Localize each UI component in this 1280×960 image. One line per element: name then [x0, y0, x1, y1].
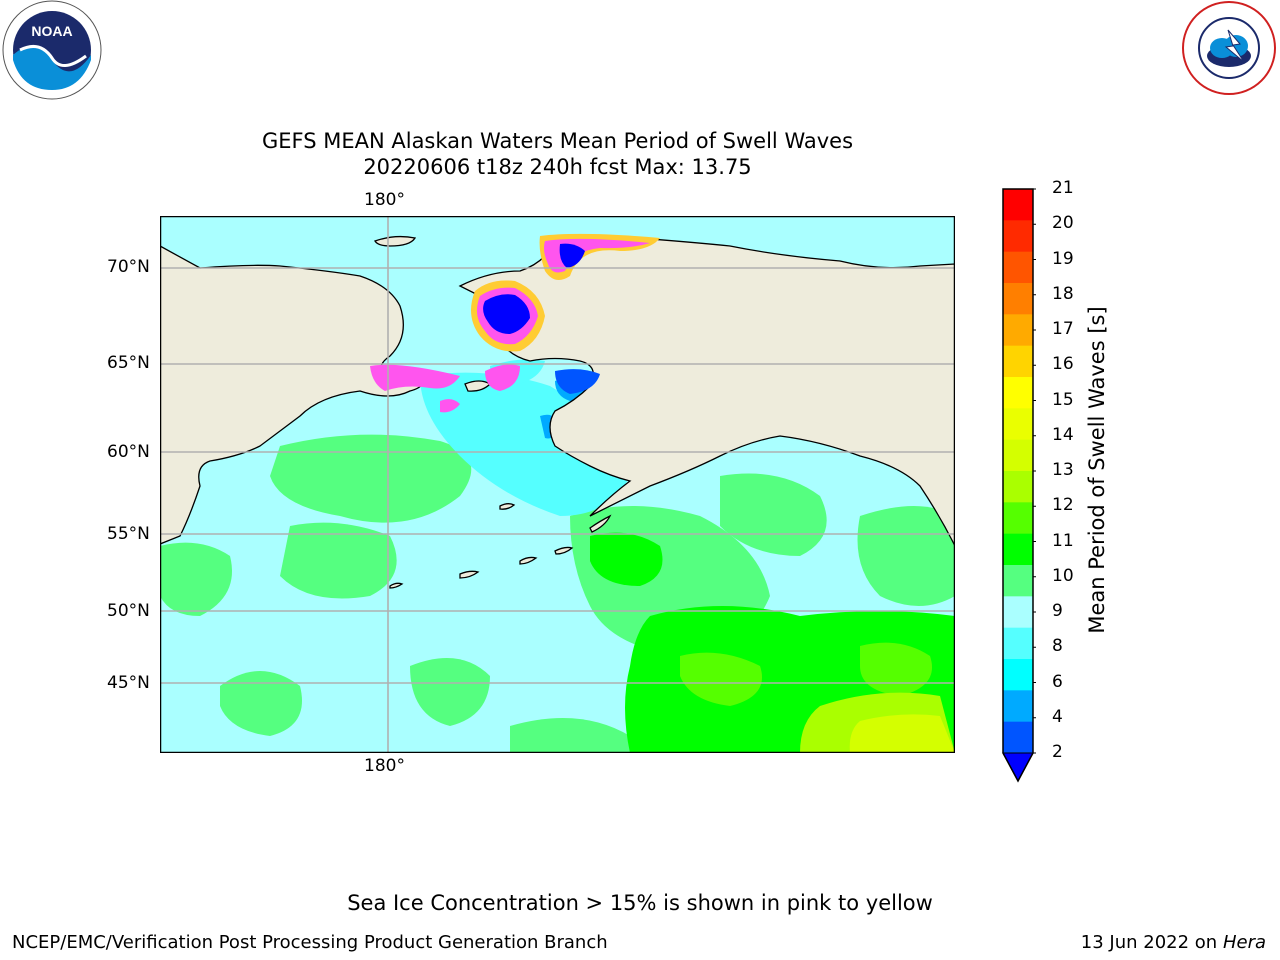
colorbar-segment — [1003, 471, 1033, 503]
lat-label-60: 60°N — [107, 442, 150, 462]
colorbar-tick-label: 4 — [1052, 706, 1063, 727]
colorbar-segment — [1003, 251, 1033, 284]
map-svg — [159, 215, 956, 754]
colorbar-segment — [1003, 627, 1033, 660]
colorbar-tick-label: 9 — [1052, 601, 1063, 621]
colorbar-segment — [1003, 565, 1033, 597]
colorbar-segment — [1003, 283, 1033, 315]
colorbar-tick-label: 14 — [1052, 424, 1074, 445]
footer-date-text: 13 Jun 2022 on — [1080, 932, 1218, 953]
lat-label-65: 65°N — [107, 353, 150, 373]
nws-logo — [1178, 0, 1280, 100]
sea-ice-note: Sea Ice Concentration > 15% is shown in … — [347, 891, 933, 915]
footer-credit: NCEP/EMC/Verification Post Processing Pr… — [12, 932, 608, 953]
colorbar-tick-label: 13 — [1052, 460, 1074, 480]
colorbar-tick-label: 10 — [1052, 565, 1074, 586]
map-panel — [159, 215, 956, 754]
sea-ice — [370, 233, 660, 413]
colorbar-segment — [1003, 439, 1033, 472]
map-frame — [159, 215, 956, 754]
lon-label-bottom: 180° — [364, 756, 405, 776]
colorbar-tick-label: 21 — [1052, 178, 1074, 198]
noaa-logo: NOAA — [0, 0, 104, 104]
colorbar-segment — [1003, 189, 1033, 221]
footer-date: 13 Jun 2022 on Hera — [1081, 932, 1266, 953]
lat-label-45: 45°N — [107, 673, 150, 693]
colorbar-tick-label: 12 — [1052, 495, 1074, 516]
lat-label-55: 55°N — [107, 524, 150, 544]
colorbar-tick-label: 17 — [1052, 319, 1074, 339]
colorbar-extend-triangle — [1002, 752, 1034, 783]
colorbar-tick-label: 6 — [1052, 671, 1063, 692]
colorbar-frame — [1002, 188, 1034, 783]
colorbar-segment — [1003, 721, 1033, 754]
colorbar-segment — [1003, 345, 1033, 378]
colorbar-tick-label: 8 — [1052, 636, 1063, 657]
swell-13-14s-patches — [849, 714, 955, 753]
colorbar-segment — [1003, 408, 1033, 441]
lat-label-50: 50°N — [107, 601, 150, 621]
title-line2: 20220606 t18z 240h fcst Max: 13.75 — [363, 155, 752, 179]
noaa-wordmark: NOAA — [31, 23, 72, 39]
colorbar-segment — [1003, 533, 1033, 566]
colorbar-segment — [1003, 659, 1033, 691]
graticule — [160, 216, 955, 753]
colorbar-tick-label: 18 — [1052, 283, 1074, 304]
figure-title: GEFS MEAN Alaskan Waters Mean Period of … — [0, 128, 1115, 180]
colorbar — [1002, 188, 1036, 783]
colorbar-tick-label: 11 — [1052, 530, 1074, 551]
colorbar-tick-label: 2 — [1052, 742, 1063, 762]
lat-label-70: 70°N — [107, 257, 150, 277]
colorbar-segment — [1003, 314, 1033, 347]
colorbar-svg — [1002, 188, 1036, 783]
lon-label-top: 180° — [364, 190, 405, 210]
colorbar-tick-label: 20 — [1052, 213, 1074, 234]
colorbar-tick-label: 15 — [1052, 389, 1074, 410]
colorbar-segment — [1003, 502, 1033, 535]
colorbar-tick-label: 16 — [1052, 354, 1074, 375]
colorbar-segment — [1003, 690, 1033, 723]
colorbar-segment — [1003, 377, 1033, 409]
colorbar-segment — [1003, 220, 1033, 253]
colorbar-segment — [1003, 596, 1033, 629]
colorbar-tick-label: 19 — [1052, 248, 1074, 269]
colorbar-label: Mean Period of Swell Waves [s] — [1085, 306, 1109, 634]
footer-host: Hera — [1222, 932, 1266, 953]
title-line1: GEFS MEAN Alaskan Waters Mean Period of … — [261, 129, 854, 153]
